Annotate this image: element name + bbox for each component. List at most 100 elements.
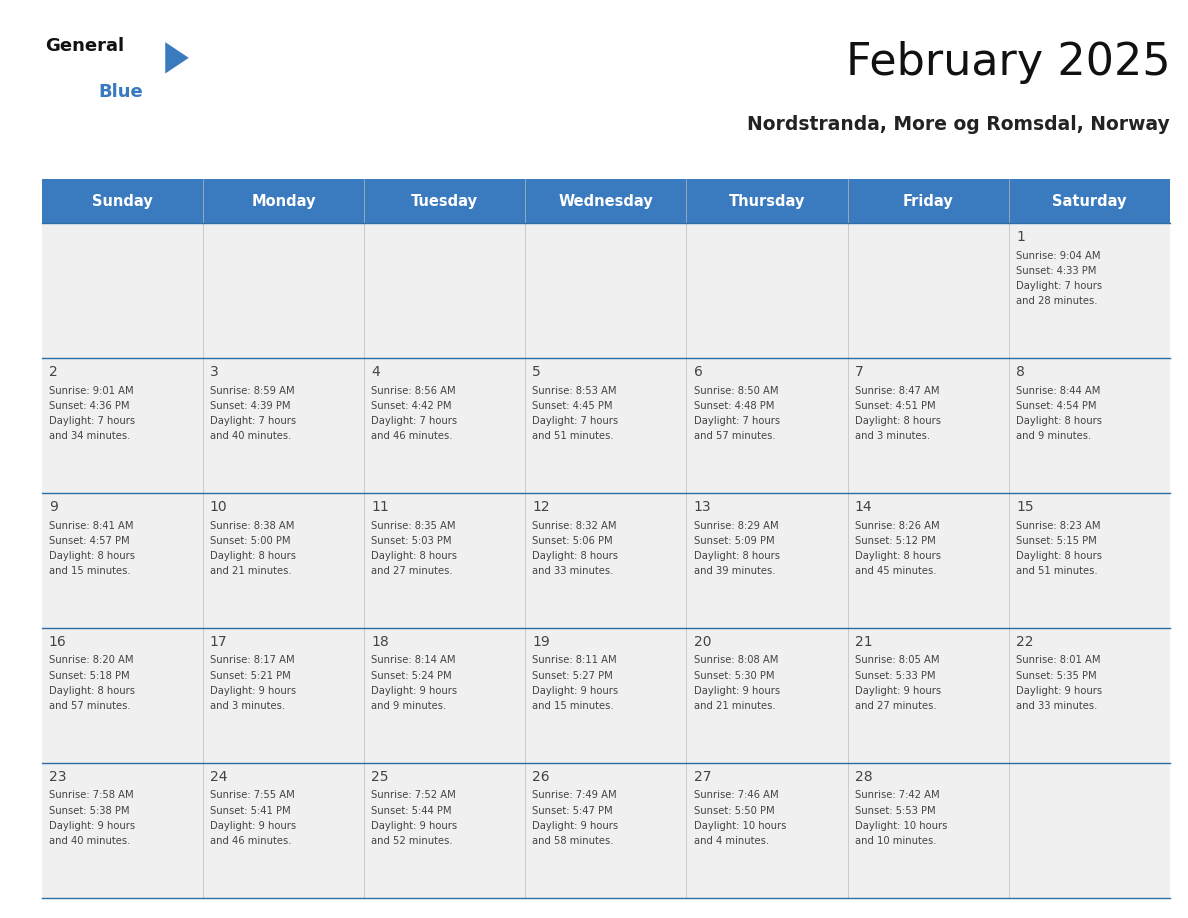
Text: Daylight: 8 hours: Daylight: 8 hours <box>694 551 779 561</box>
Text: Sunrise: 8:14 AM: Sunrise: 8:14 AM <box>371 655 456 666</box>
Text: Sunset: 5:38 PM: Sunset: 5:38 PM <box>49 806 129 815</box>
Text: Daylight: 10 hours: Daylight: 10 hours <box>855 821 947 831</box>
Text: Sunrise: 8:11 AM: Sunrise: 8:11 AM <box>532 655 617 666</box>
Text: and 3 minutes.: and 3 minutes. <box>855 431 930 441</box>
Text: Sunset: 5:47 PM: Sunset: 5:47 PM <box>532 806 613 815</box>
Text: Sunset: 4:36 PM: Sunset: 4:36 PM <box>49 400 129 410</box>
Text: and 3 minutes.: and 3 minutes. <box>210 701 285 711</box>
Text: 11: 11 <box>371 500 388 514</box>
Text: Sunrise: 9:01 AM: Sunrise: 9:01 AM <box>49 386 133 396</box>
Text: 16: 16 <box>49 635 67 649</box>
Text: and 9 minutes.: and 9 minutes. <box>1016 431 1092 441</box>
Text: General: General <box>45 37 125 55</box>
Text: 7: 7 <box>855 365 864 379</box>
Text: Nordstranda, More og Romsdal, Norway: Nordstranda, More og Romsdal, Norway <box>747 115 1170 134</box>
Text: Daylight: 8 hours: Daylight: 8 hours <box>1016 416 1102 426</box>
Text: Sunset: 5:50 PM: Sunset: 5:50 PM <box>694 806 775 815</box>
Text: Sunset: 4:51 PM: Sunset: 4:51 PM <box>855 400 935 410</box>
Text: Daylight: 10 hours: Daylight: 10 hours <box>694 821 786 831</box>
Text: Sunrise: 7:46 AM: Sunrise: 7:46 AM <box>694 790 778 800</box>
Text: Monday: Monday <box>251 194 316 208</box>
Text: 26: 26 <box>532 770 550 784</box>
Text: and 57 minutes.: and 57 minutes. <box>694 431 776 441</box>
Text: Daylight: 8 hours: Daylight: 8 hours <box>1016 551 1102 561</box>
Text: Sunrise: 7:58 AM: Sunrise: 7:58 AM <box>49 790 133 800</box>
Text: Sunrise: 8:59 AM: Sunrise: 8:59 AM <box>210 386 295 396</box>
Text: 15: 15 <box>1016 500 1034 514</box>
Text: Sunrise: 8:50 AM: Sunrise: 8:50 AM <box>694 386 778 396</box>
Text: and 57 minutes.: and 57 minutes. <box>49 701 131 711</box>
Polygon shape <box>165 42 189 73</box>
Text: and 58 minutes.: and 58 minutes. <box>532 835 614 845</box>
Text: Daylight: 8 hours: Daylight: 8 hours <box>210 551 296 561</box>
Text: Sunset: 5:41 PM: Sunset: 5:41 PM <box>210 806 291 815</box>
Text: Sunset: 5:18 PM: Sunset: 5:18 PM <box>49 670 129 680</box>
Text: Sunrise: 8:53 AM: Sunrise: 8:53 AM <box>532 386 617 396</box>
Text: Sunset: 5:44 PM: Sunset: 5:44 PM <box>371 806 451 815</box>
Text: and 33 minutes.: and 33 minutes. <box>1016 701 1098 711</box>
Text: and 39 minutes.: and 39 minutes. <box>694 565 775 576</box>
Text: Sunrise: 7:52 AM: Sunrise: 7:52 AM <box>371 790 456 800</box>
Text: Daylight: 9 hours: Daylight: 9 hours <box>1016 686 1102 696</box>
Text: 20: 20 <box>694 635 712 649</box>
Text: 2: 2 <box>49 365 57 379</box>
Text: Sunrise: 8:17 AM: Sunrise: 8:17 AM <box>210 655 295 666</box>
Text: Daylight: 8 hours: Daylight: 8 hours <box>371 551 457 561</box>
Text: 10: 10 <box>210 500 228 514</box>
Text: and 51 minutes.: and 51 minutes. <box>532 431 614 441</box>
Text: Sunset: 4:57 PM: Sunset: 4:57 PM <box>49 535 129 545</box>
Text: and 15 minutes.: and 15 minutes. <box>532 701 614 711</box>
Text: Sunset: 5:15 PM: Sunset: 5:15 PM <box>1016 535 1097 545</box>
Text: Sunset: 5:00 PM: Sunset: 5:00 PM <box>210 535 290 545</box>
Text: and 33 minutes.: and 33 minutes. <box>532 565 614 576</box>
Text: Sunday: Sunday <box>91 194 152 208</box>
Text: Sunset: 5:24 PM: Sunset: 5:24 PM <box>371 670 451 680</box>
Text: and 27 minutes.: and 27 minutes. <box>371 565 453 576</box>
Text: Sunset: 5:27 PM: Sunset: 5:27 PM <box>532 670 613 680</box>
Text: and 21 minutes.: and 21 minutes. <box>694 701 776 711</box>
Text: Daylight: 9 hours: Daylight: 9 hours <box>532 686 619 696</box>
Text: Daylight: 9 hours: Daylight: 9 hours <box>210 821 296 831</box>
Text: and 45 minutes.: and 45 minutes. <box>855 565 936 576</box>
Text: Daylight: 9 hours: Daylight: 9 hours <box>49 821 134 831</box>
Text: 24: 24 <box>210 770 227 784</box>
Text: Daylight: 8 hours: Daylight: 8 hours <box>855 551 941 561</box>
Text: 4: 4 <box>371 365 380 379</box>
Text: 13: 13 <box>694 500 712 514</box>
Text: Thursday: Thursday <box>729 194 805 208</box>
Text: Sunset: 4:45 PM: Sunset: 4:45 PM <box>532 400 613 410</box>
Text: Sunset: 5:03 PM: Sunset: 5:03 PM <box>371 535 451 545</box>
Text: Sunrise: 7:49 AM: Sunrise: 7:49 AM <box>532 790 617 800</box>
Text: Sunset: 5:06 PM: Sunset: 5:06 PM <box>532 535 613 545</box>
Text: Sunrise: 8:26 AM: Sunrise: 8:26 AM <box>855 521 940 531</box>
Text: Daylight: 7 hours: Daylight: 7 hours <box>371 416 457 426</box>
Text: and 4 minutes.: and 4 minutes. <box>694 835 769 845</box>
Text: Daylight: 7 hours: Daylight: 7 hours <box>532 416 619 426</box>
Text: 25: 25 <box>371 770 388 784</box>
Text: and 46 minutes.: and 46 minutes. <box>371 431 453 441</box>
Text: Sunrise: 8:44 AM: Sunrise: 8:44 AM <box>1016 386 1100 396</box>
Text: and 15 minutes.: and 15 minutes. <box>49 565 131 576</box>
Text: 3: 3 <box>210 365 219 379</box>
Text: Daylight: 9 hours: Daylight: 9 hours <box>532 821 619 831</box>
Text: Daylight: 7 hours: Daylight: 7 hours <box>49 416 134 426</box>
Text: Sunset: 5:35 PM: Sunset: 5:35 PM <box>1016 670 1097 680</box>
Text: Daylight: 9 hours: Daylight: 9 hours <box>694 686 779 696</box>
Text: Friday: Friday <box>903 194 954 208</box>
Text: Daylight: 7 hours: Daylight: 7 hours <box>1016 281 1102 291</box>
Text: Sunrise: 8:56 AM: Sunrise: 8:56 AM <box>371 386 456 396</box>
Text: Blue: Blue <box>99 83 144 101</box>
Text: and 10 minutes.: and 10 minutes. <box>855 835 936 845</box>
Text: Sunset: 5:33 PM: Sunset: 5:33 PM <box>855 670 935 680</box>
Text: 23: 23 <box>49 770 67 784</box>
Text: and 27 minutes.: and 27 minutes. <box>855 701 936 711</box>
Text: Sunrise: 8:38 AM: Sunrise: 8:38 AM <box>210 521 295 531</box>
Text: Sunset: 5:21 PM: Sunset: 5:21 PM <box>210 670 291 680</box>
Text: Daylight: 8 hours: Daylight: 8 hours <box>49 551 134 561</box>
Text: 28: 28 <box>855 770 872 784</box>
Text: Sunrise: 9:04 AM: Sunrise: 9:04 AM <box>1016 251 1100 261</box>
Text: and 40 minutes.: and 40 minutes. <box>49 835 129 845</box>
Text: Sunrise: 8:47 AM: Sunrise: 8:47 AM <box>855 386 940 396</box>
Text: Sunrise: 8:35 AM: Sunrise: 8:35 AM <box>371 521 456 531</box>
Text: 27: 27 <box>694 770 712 784</box>
